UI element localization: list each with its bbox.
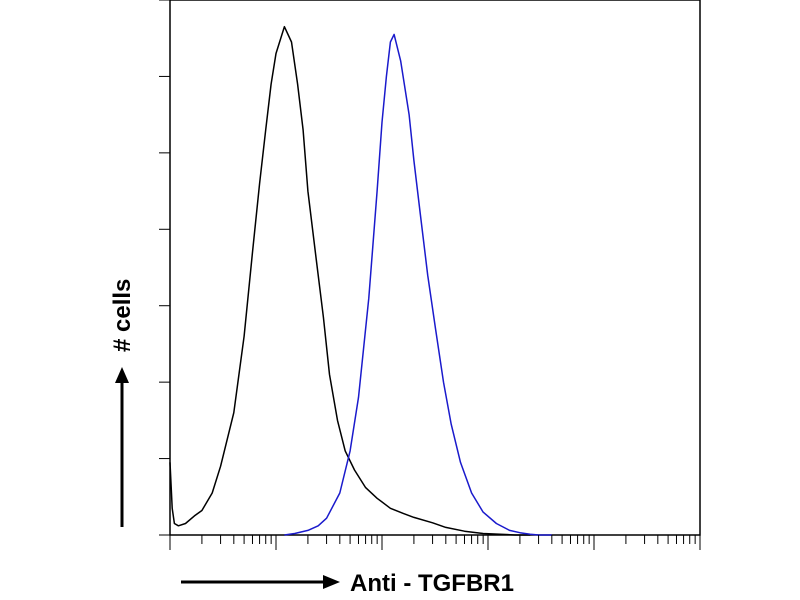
x-axis-ticks [169,535,701,550]
plot-frame [169,0,701,536]
y-axis-ticks [159,0,170,536]
series-line-2 [284,33,552,536]
y-axis-label: # cells [109,279,136,352]
series-line-1 [169,25,531,536]
x-axis-arrow-head [323,575,340,589]
y-axis-arrow-head [115,367,129,383]
series-layer [169,25,552,536]
x-axis-label: Anti - TGFBR1 [350,570,514,597]
